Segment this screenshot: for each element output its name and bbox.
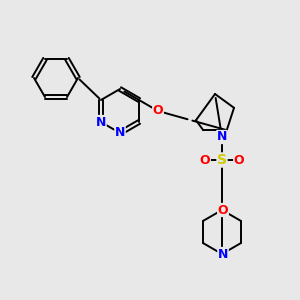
Text: O: O <box>218 203 228 217</box>
Text: N: N <box>218 248 228 260</box>
Text: N: N <box>115 127 125 140</box>
Text: O: O <box>153 104 163 118</box>
Text: O: O <box>200 154 210 166</box>
Text: N: N <box>217 130 227 143</box>
Text: O: O <box>234 154 244 166</box>
Text: S: S <box>217 153 227 167</box>
Text: N: N <box>96 116 106 128</box>
